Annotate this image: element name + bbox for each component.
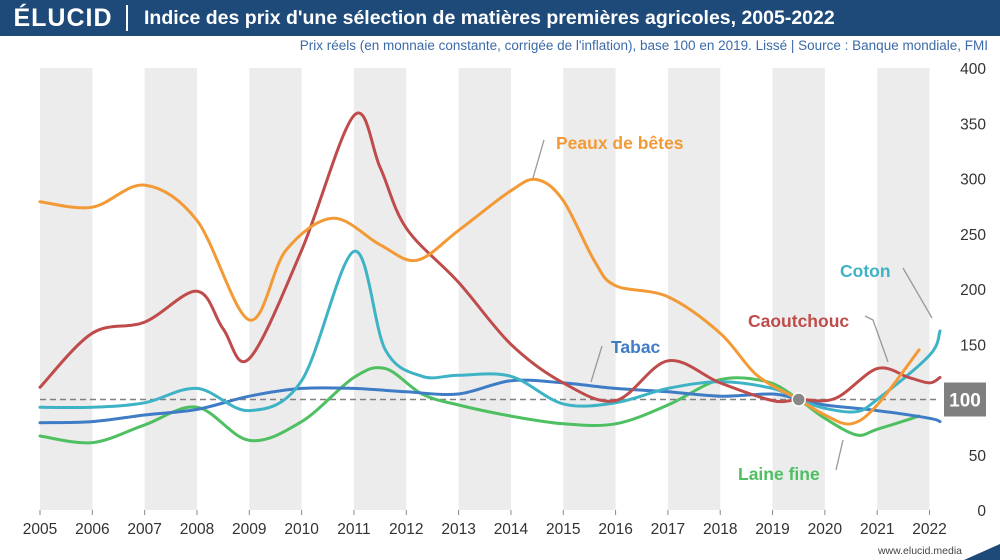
y-tick-label: 200 [960, 282, 986, 299]
y-tick-label: 350 [960, 116, 986, 133]
brand-logo: ÉLUCID [13, 3, 113, 32]
reference-value-label: 100 [949, 391, 981, 412]
x-tick-label: 2006 [75, 521, 109, 538]
band-2019 [772, 68, 825, 510]
x-tick-label: 2020 [808, 521, 843, 538]
y-tick-label: 150 [960, 337, 986, 354]
band-2011 [353, 68, 407, 510]
reference-value-box [944, 382, 986, 417]
band-2007 [144, 68, 197, 510]
band-2015 [563, 68, 616, 510]
y-tick-label: 300 [960, 172, 986, 189]
x-tick-label: 2005 [23, 521, 57, 538]
x-tick-label: 2007 [127, 521, 161, 538]
chart-title: Indice des prix d'une sélection de matiè… [144, 7, 835, 29]
series-line-coton [38, 249, 942, 414]
y-tick-label: 0 [977, 503, 986, 520]
band-2021 [877, 68, 930, 510]
x-tick-label: 2015 [546, 521, 580, 538]
band-2009 [249, 68, 302, 510]
series-line-caoutchouc [38, 111, 942, 404]
series-label-peaux-de-betes: Peaux de bêtes [556, 133, 684, 153]
series-line-laine-fine [38, 366, 921, 445]
band-2017 [667, 68, 721, 510]
callout-leader-tabac [590, 345, 603, 383]
header-divider [126, 5, 128, 31]
x-tick-label: 2014 [494, 521, 529, 538]
y-axis-ticks: 050100150200250300350400 [960, 61, 986, 520]
x-tick-label: 2012 [389, 521, 423, 538]
series-line-tabac [38, 378, 942, 425]
band-2013 [458, 68, 511, 510]
callout-leader-caoutchouc [864, 315, 889, 363]
x-tick-label: 2009 [232, 521, 266, 538]
series-line-peaux-de-betes [38, 177, 921, 426]
x-tick-label: 2021 [860, 521, 894, 538]
series-label-tabac: Tabac [611, 337, 661, 357]
x-tick-label: 2013 [441, 521, 475, 538]
chart-subtitle: Prix réels (en monnaie constante, corrig… [299, 38, 988, 53]
callout-leader-laine-fine [835, 439, 844, 471]
background-bands [40, 68, 940, 510]
x-tick-label: 2011 [337, 521, 370, 538]
series-lines [38, 111, 942, 445]
website-link[interactable]: www.elucid.media [877, 545, 962, 557]
header-bar: ÉLUCID Indice des prix d'une sélection d… [0, 0, 1000, 36]
callout-leader-coton [902, 267, 933, 319]
y-tick-label: 250 [960, 227, 986, 244]
series-callouts: Peaux de bêtes Caoutchouc Coton Tabac Laine … [532, 133, 933, 484]
y-tick-label: 50 [969, 448, 987, 465]
x-tick-label: 2019 [755, 521, 789, 538]
x-tick-label: 2010 [284, 521, 319, 538]
series-label-caoutchouc: Caoutchouc [748, 311, 849, 331]
x-tick-label: 2008 [180, 521, 214, 538]
base-point-marker [791, 392, 806, 407]
x-tick-label: 2017 [651, 521, 685, 538]
y-tick-label: 400 [960, 61, 986, 78]
callout-leader-peaux-de-betes [532, 139, 545, 179]
x-tick-label: 2022 [912, 521, 946, 538]
x-tick-label: 2018 [703, 521, 737, 538]
series-label-coton: Coton [840, 261, 891, 281]
corner-decoration [964, 544, 1000, 560]
x-axis-ticks: 2005 2006 2007 2008 2009 2010 2011 2012 2013 2014… [23, 510, 947, 538]
x-tick-label: 2016 [598, 521, 632, 538]
series-label-laine-fine: Laine fine [738, 464, 820, 484]
